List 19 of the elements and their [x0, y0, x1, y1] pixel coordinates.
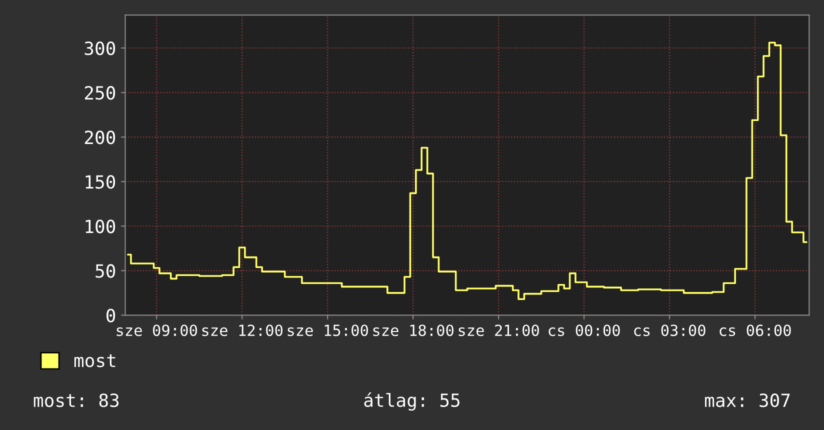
text: most: 83	[34, 393, 119, 408]
y-tick-label: 300	[84, 42, 116, 56]
x-tick-label: sze 15:00	[288, 324, 368, 336]
y-tick-label: 200	[84, 130, 116, 144]
x-tick-label: sze 21:00	[458, 324, 539, 336]
x-tick-label: cs 00:00	[548, 324, 620, 336]
y-tick-label: 150	[86, 175, 116, 189]
y-tick-label: 0	[106, 308, 116, 322]
y-tick-label: 250	[84, 86, 116, 100]
y-tick-label: 50	[96, 264, 116, 278]
x-tick-label: sze 12:00	[202, 324, 282, 336]
y-tick-label: 100	[86, 220, 116, 234]
text: max: 307	[705, 393, 790, 408]
x-tick-label: cs 03:00	[634, 324, 706, 336]
x-tick-label: sze 18:00	[373, 324, 454, 336]
legend-label: most	[74, 354, 116, 368]
x-tick-label: cs 06:00	[720, 324, 791, 336]
x-tick-label: sze 09:00	[116, 324, 197, 336]
text: átlag: 55	[364, 392, 460, 411]
